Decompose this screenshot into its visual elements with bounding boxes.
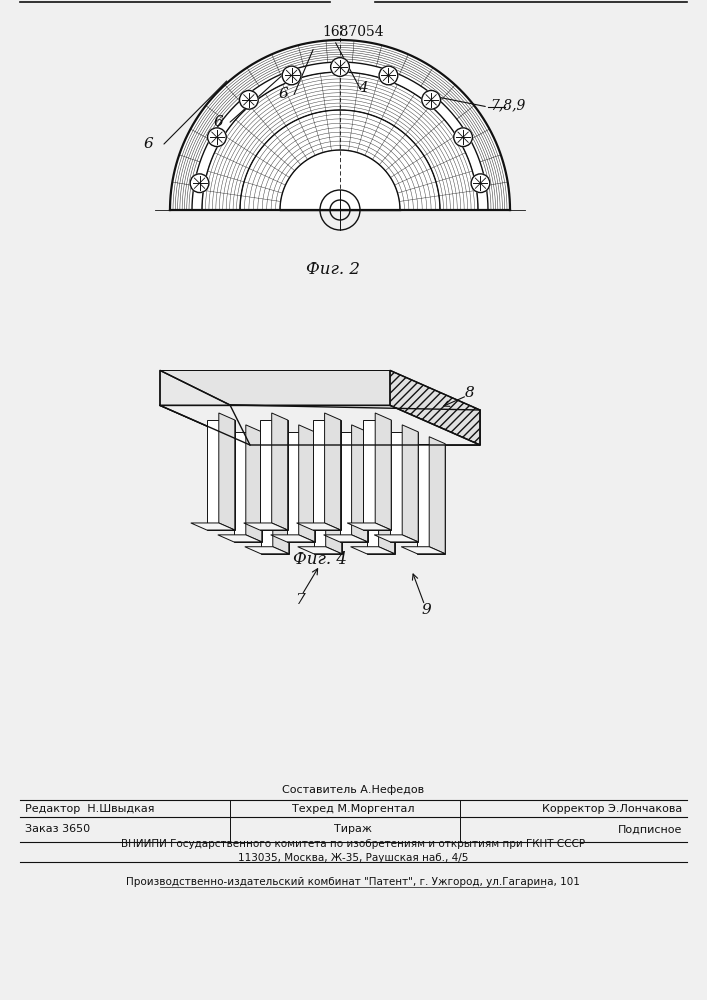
Circle shape	[379, 66, 398, 85]
Polygon shape	[230, 405, 480, 445]
Text: 6: 6	[143, 137, 153, 151]
Circle shape	[471, 174, 490, 193]
Polygon shape	[259, 420, 288, 530]
Circle shape	[208, 128, 226, 147]
Text: 1687054: 1687054	[322, 25, 384, 39]
Polygon shape	[298, 547, 341, 554]
Polygon shape	[401, 547, 445, 554]
Text: Подписное: Подписное	[618, 824, 682, 834]
Polygon shape	[390, 370, 480, 445]
Polygon shape	[234, 432, 262, 542]
Polygon shape	[271, 535, 315, 542]
Polygon shape	[298, 425, 315, 542]
Polygon shape	[363, 420, 391, 530]
Polygon shape	[170, 40, 510, 210]
Text: Корректор Э.Лончакова: Корректор Э.Лончакова	[542, 804, 682, 814]
Text: Редактор  Н.Швыдкая: Редактор Н.Швыдкая	[25, 804, 155, 814]
Text: 6: 6	[278, 87, 288, 101]
Circle shape	[240, 90, 258, 109]
Polygon shape	[367, 444, 395, 554]
Polygon shape	[160, 405, 480, 445]
Polygon shape	[244, 523, 288, 530]
Polygon shape	[245, 547, 288, 554]
Circle shape	[190, 174, 209, 193]
Polygon shape	[261, 444, 288, 554]
Polygon shape	[351, 547, 395, 554]
Polygon shape	[402, 425, 419, 542]
Text: 7,8,9: 7,8,9	[490, 98, 525, 112]
Polygon shape	[160, 370, 250, 445]
Polygon shape	[287, 432, 315, 542]
Text: 9: 9	[422, 603, 431, 617]
Text: 6: 6	[213, 115, 223, 129]
Polygon shape	[218, 413, 235, 530]
Circle shape	[454, 128, 472, 147]
Polygon shape	[347, 523, 391, 530]
Circle shape	[331, 58, 349, 76]
Polygon shape	[351, 425, 368, 542]
Text: 7: 7	[295, 593, 305, 607]
Polygon shape	[246, 425, 262, 542]
Polygon shape	[417, 444, 445, 554]
Polygon shape	[297, 523, 341, 530]
Text: 4: 4	[358, 81, 368, 95]
Text: Техред М.Моргентал: Техред М.Моргентал	[292, 804, 414, 814]
Polygon shape	[379, 437, 395, 554]
Polygon shape	[390, 432, 419, 542]
Circle shape	[282, 66, 301, 85]
Polygon shape	[325, 413, 341, 530]
Polygon shape	[326, 437, 341, 554]
Polygon shape	[375, 413, 391, 530]
Polygon shape	[312, 420, 341, 530]
Polygon shape	[339, 432, 368, 542]
Text: Фиг. 2: Фиг. 2	[306, 261, 360, 278]
Text: Составитель А.Нефедов: Составитель А.Нефедов	[282, 785, 424, 795]
Polygon shape	[191, 523, 235, 530]
Polygon shape	[160, 370, 390, 405]
Text: Производственно-издательский комбинат "Патент", г. Ужгород, ул.Гагарина, 101: Производственно-издательский комбинат "П…	[126, 877, 580, 887]
Text: Фиг. 4: Фиг. 4	[293, 552, 347, 568]
Polygon shape	[207, 420, 235, 530]
Text: Тираж: Тираж	[334, 824, 372, 834]
Text: 113035, Москва, Ж-35, Раушская наб., 4/5: 113035, Москва, Ж-35, Раушская наб., 4/5	[238, 853, 468, 863]
Polygon shape	[218, 535, 262, 542]
Polygon shape	[324, 535, 368, 542]
Circle shape	[422, 90, 440, 109]
Text: ВНИИПИ Государственного комитета по изобретениям и открытиям при ГКНТ СССР: ВНИИПИ Государственного комитета по изоб…	[121, 839, 585, 849]
Polygon shape	[314, 444, 341, 554]
Text: 8: 8	[465, 386, 475, 400]
Polygon shape	[271, 413, 288, 530]
Text: Заказ 3650: Заказ 3650	[25, 824, 90, 834]
Polygon shape	[273, 437, 288, 554]
Polygon shape	[374, 535, 419, 542]
Polygon shape	[429, 437, 445, 554]
